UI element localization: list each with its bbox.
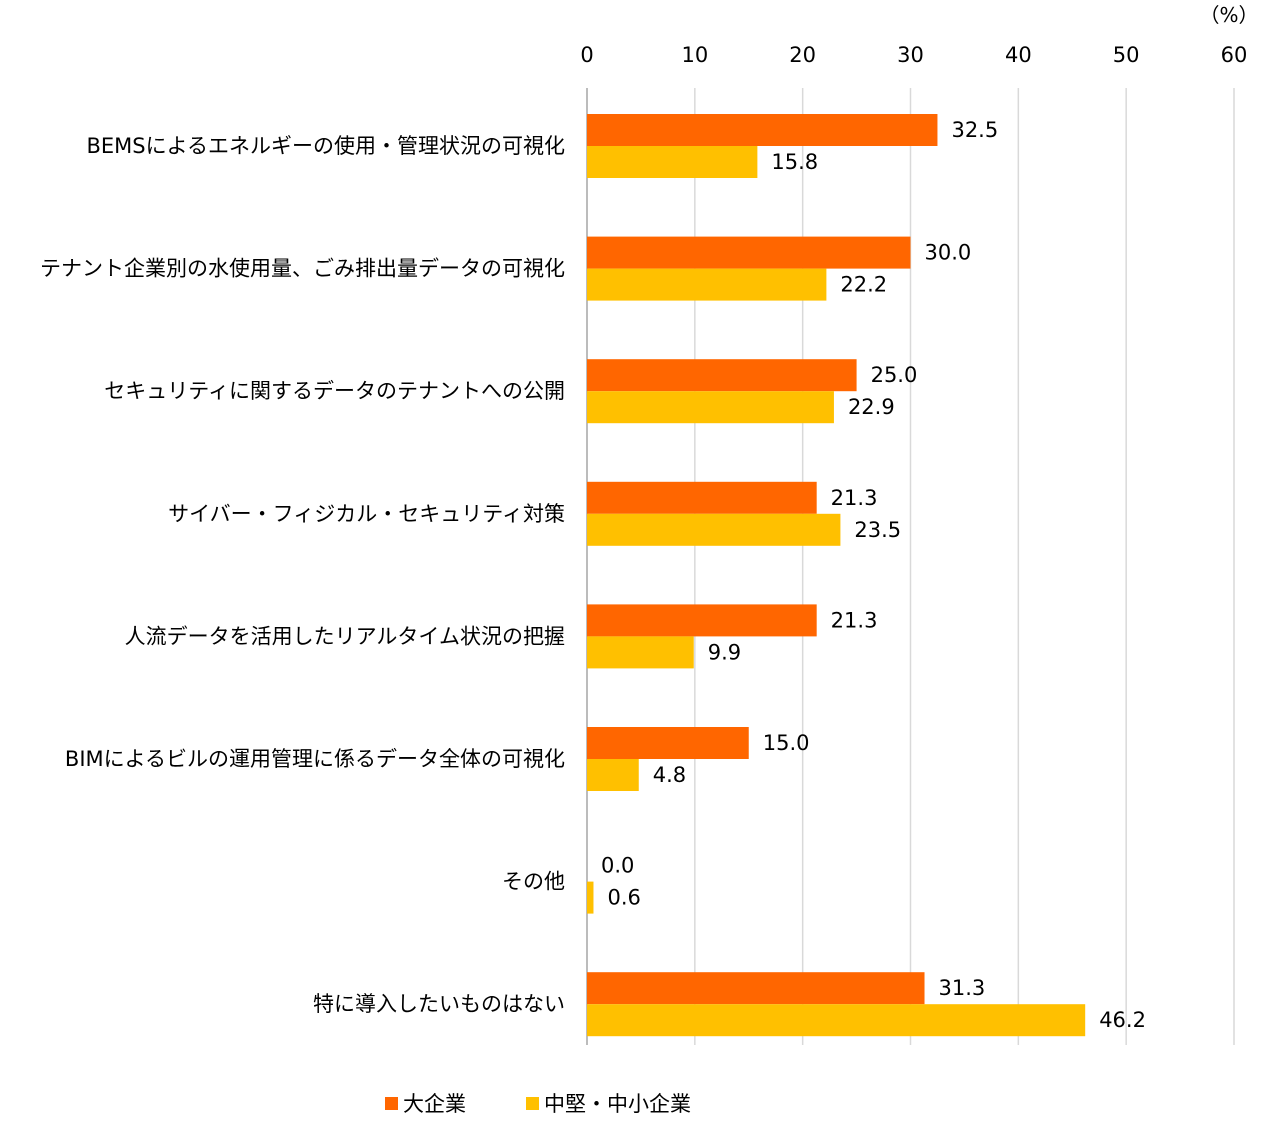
data-label: 32.5: [951, 118, 998, 142]
data-label: 4.8: [653, 763, 686, 787]
bar-sme: [587, 513, 841, 546]
unit-label: （%）: [1199, 3, 1258, 27]
bar-sme: [587, 1004, 1086, 1037]
legend-swatch-large-enterprise: [385, 1097, 398, 1110]
legend: 大企業 中堅・中小企業: [385, 1092, 691, 1116]
data-label: 15.0: [763, 731, 810, 755]
bar-large-enterprise: [587, 972, 925, 1005]
x-tick-label: 60: [1221, 43, 1248, 67]
category-label: その他: [502, 870, 565, 894]
data-label: 0.6: [607, 886, 640, 910]
bar-sme: [587, 759, 639, 791]
category-label: テナント企業別の水使用量、ごみ排出量データの可視化: [40, 257, 565, 281]
gridlines: [586, 88, 1235, 1045]
data-label: 0.0: [601, 854, 634, 878]
category-label: 人流データを活用したリアルタイム状況の把握: [125, 624, 565, 648]
x-tick-label: 40: [1005, 43, 1032, 67]
category-label: BEMSによるエネルギーの使用・管理状況の可視化: [87, 134, 566, 158]
data-label: 21.3: [831, 486, 878, 510]
bar-sme: [587, 881, 594, 914]
category-label: サイバー・フィジカル・セキュリティ対策: [168, 502, 565, 526]
data-labels: 32.5 15.8 30.0 22.2 25.0 22.9 21.3 23.5 21.3 9.9 1…: [601, 118, 1146, 1032]
data-label: 25.0: [871, 363, 918, 387]
bar-sme: [587, 146, 758, 178]
data-label: 31.3: [939, 976, 986, 1000]
data-label: 21.3: [831, 608, 878, 632]
bar-large-enterprise: [587, 236, 911, 269]
x-tick-label: 30: [897, 43, 924, 67]
bar-sme: [587, 391, 834, 424]
bar-large-enterprise: [587, 114, 938, 146]
data-label: 46.2: [1099, 1008, 1146, 1032]
data-label: 23.5: [854, 518, 901, 542]
bar-large-enterprise: [587, 727, 749, 759]
data-label: 22.2: [840, 273, 887, 297]
legend-label: 大企業: [403, 1092, 466, 1116]
legend-label: 中堅・中小企業: [544, 1092, 691, 1116]
bar-large-enterprise: [587, 481, 817, 514]
x-axis-ticks: 0 10 20 30 40 50 60: [580, 43, 1247, 67]
bar-large-enterprise: [587, 359, 857, 392]
bars: [587, 114, 1086, 1037]
x-tick-label: 50: [1113, 43, 1140, 67]
category-labels: BEMSによるエネルギーの使用・管理状況の可視化テナント企業別の水使用量、ごみ排…: [40, 134, 565, 1016]
bar-large-enterprise: [587, 604, 817, 637]
category-label: 特に導入したいものはない: [313, 992, 565, 1016]
legend-swatch-sme: [526, 1097, 539, 1110]
data-label: 30.0: [925, 241, 972, 265]
x-tick-label: 20: [789, 43, 816, 67]
x-tick-label: 10: [681, 43, 708, 67]
category-label: BIMによるビルの運用管理に係るデータ全体の可視化: [65, 747, 565, 771]
data-label: 22.9: [848, 395, 895, 419]
bar-sme: [587, 268, 827, 301]
data-label: 15.8: [771, 150, 818, 174]
data-label: 9.9: [708, 640, 741, 664]
x-tick-label: 0: [580, 43, 593, 67]
category-label: セキュリティに関するデータのテナントへの公開: [104, 379, 565, 403]
bar-sme: [587, 636, 694, 669]
